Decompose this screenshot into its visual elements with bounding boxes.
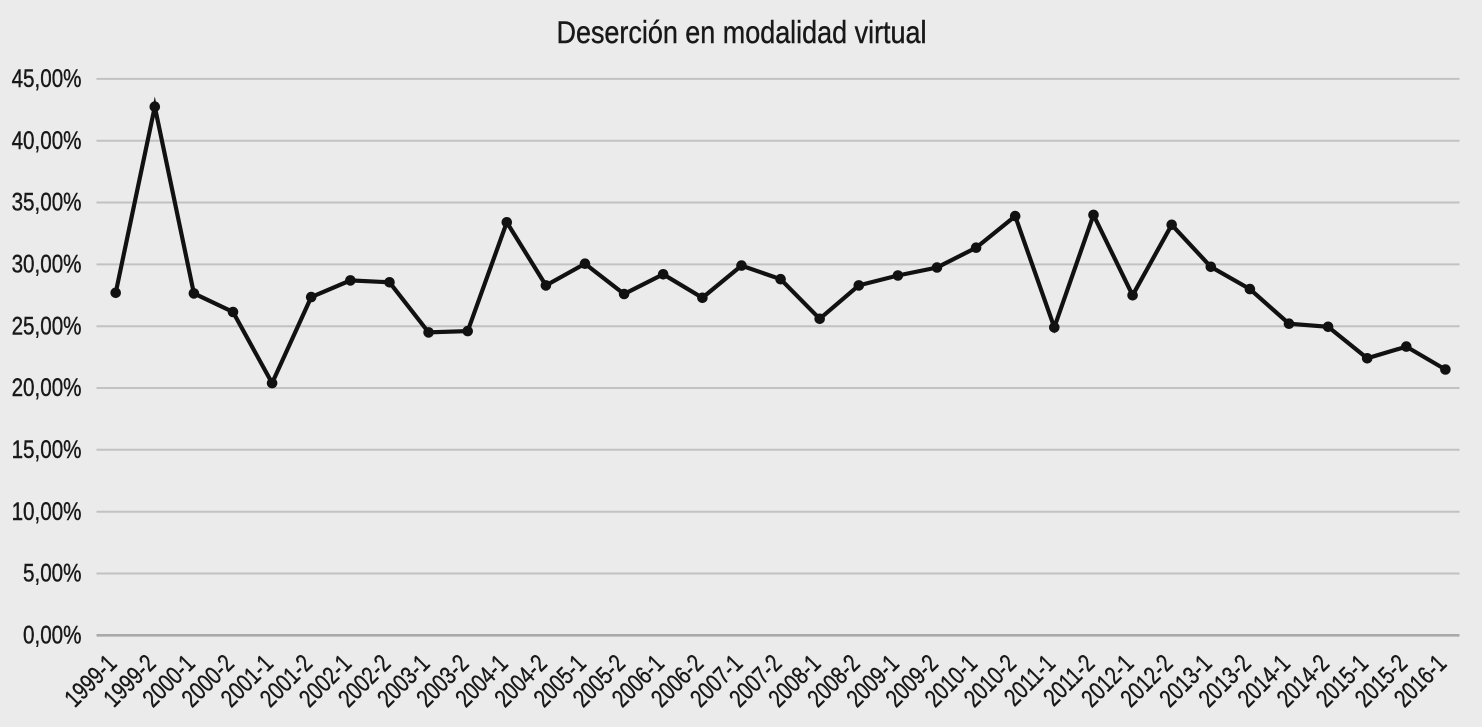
svg-text:30,00%: 30,00% <box>12 251 82 279</box>
svg-text:0,00%: 0,00% <box>23 622 82 650</box>
svg-text:35,00%: 35,00% <box>12 189 82 217</box>
svg-text:40,00%: 40,00% <box>12 127 82 155</box>
svg-text:45,00%: 45,00% <box>12 65 82 93</box>
svg-text:15,00%: 15,00% <box>12 436 82 464</box>
svg-text:5,00%: 5,00% <box>23 560 82 588</box>
svg-text:Deserción en modalidad virtual: Deserción en modalidad virtual <box>557 14 927 50</box>
svg-text:25,00%: 25,00% <box>12 312 82 340</box>
svg-text:10,00%: 10,00% <box>12 498 82 526</box>
svg-text:20,00%: 20,00% <box>12 374 82 402</box>
